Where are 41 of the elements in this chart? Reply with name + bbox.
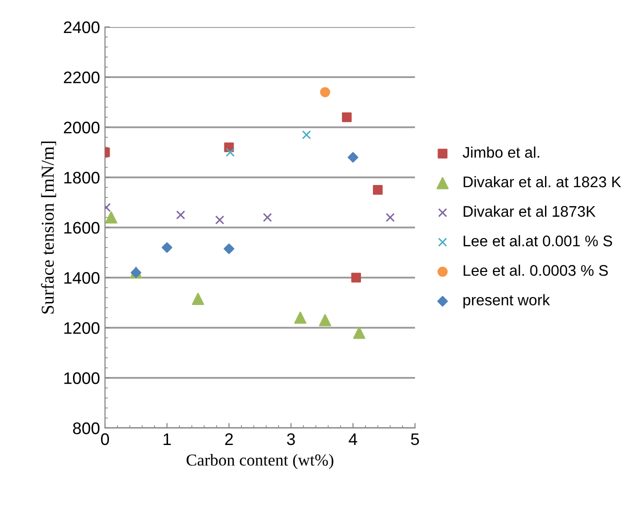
- point: [224, 244, 234, 254]
- legend-label: Lee et al. 0.0003 % S: [464, 264, 608, 276]
- y-axis-title: Surface tension [mN/m]: [40, 142, 56, 314]
- point: [351, 272, 361, 282]
- legend-label: Jimbo et al.: [462, 146, 540, 158]
- y-tick-label: 800: [73, 422, 100, 434]
- x-tick-label: 2: [225, 433, 233, 445]
- point: [372, 185, 383, 195]
- legend-label: present work: [463, 294, 550, 308]
- point: [319, 314, 332, 326]
- point: [302, 130, 311, 140]
- y-tick-label: 1800: [64, 172, 100, 184]
- point: [342, 112, 352, 122]
- x-tick-label: 3: [287, 433, 295, 446]
- point: [176, 210, 186, 220]
- point: [386, 212, 395, 222]
- point: [162, 242, 172, 253]
- point: [226, 148, 235, 157]
- point: [320, 87, 330, 98]
- x-tick-label: 0: [101, 433, 109, 446]
- x-tick-label: 4: [348, 433, 358, 445]
- legend-label: Divakar et al. at 1823 K: [464, 176, 622, 188]
- x-axis-title: Carbon content (wt%): [186, 454, 334, 470]
- y-tick-label: 1200: [64, 322, 100, 334]
- y-tick-label: 2000: [64, 122, 100, 134]
- y-tick-label: 1600: [64, 222, 100, 234]
- point: [353, 326, 366, 339]
- y-tick-label: 2200: [64, 72, 100, 84]
- point: [348, 152, 358, 163]
- y-tick-label: 2400: [64, 21, 100, 34]
- legend-label: Lee et al.at 0.001 % S: [464, 235, 612, 246]
- y-tick-label: 1400: [64, 272, 100, 284]
- x-tick-label: 5: [411, 433, 419, 446]
- legend-label: Divakar et al 1873K: [464, 206, 596, 217]
- x-tick-label: 1: [164, 433, 171, 445]
- y-tick-label: 1000: [64, 372, 100, 384]
- point: [262, 212, 272, 222]
- point: [215, 215, 224, 224]
- point: [294, 312, 306, 324]
- point: [192, 292, 204, 305]
- point: [105, 211, 118, 224]
